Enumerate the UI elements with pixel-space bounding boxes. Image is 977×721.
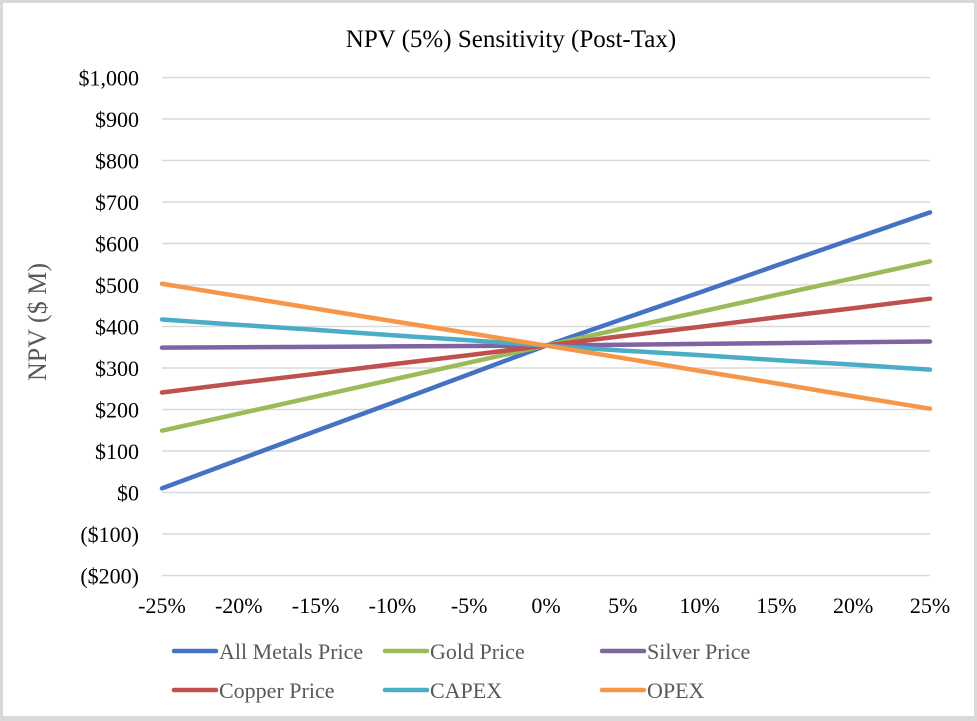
line-chart: NPV (5%) Sensitivity (Post-Tax) NPV ($ M… [23,26,950,703]
legend-item-all-metals-price: All Metals Price [171,639,363,664]
y-tick-label: $300 [95,356,139,381]
x-tick-label: 25% [910,593,950,618]
x-tick-label: 15% [756,593,796,618]
x-tick-label: -25% [138,593,186,618]
y-tick-label: $200 [95,398,139,423]
legend-label: OPEX [647,678,705,703]
legend-item-gold-price: Gold Price [382,639,525,664]
y-tick-label: ($200) [80,564,139,589]
series-lines [159,210,933,491]
legend-item-capex: CAPEX [382,678,502,703]
x-tick-label: -5% [451,593,488,618]
x-tick-label: 20% [833,593,873,618]
y-tick-label: $800 [95,149,139,174]
legend-item-copper-price: Copper Price [171,678,334,703]
y-tick-label: $100 [95,439,139,464]
legend: All Metals Price Gold Price Silver Price Co… [171,639,750,703]
y-tick-label: $900 [95,107,139,132]
y-tick-label: ($100) [80,522,139,547]
y-tick-label: $0 [117,481,139,506]
y-tick-label: $1,000 [79,66,140,91]
x-axis-tick-labels: -25% -20% -15% -10% -5% 0% 5% 10% 15% 20% 25% [138,593,950,618]
legend-item-silver-price: Silver Price [599,639,750,664]
y-tick-label: $600 [95,232,139,257]
gridlines [162,76,930,577]
y-axis-title: NPV ($ M) [23,263,52,381]
legend-label: Gold Price [430,639,525,664]
legend-item-opex: OPEX [599,678,705,703]
series-line-all-metals-price [159,210,933,491]
legend-label: Copper Price [219,678,334,703]
chart-area: NPV (5%) Sensitivity (Post-Tax) NPV ($ M… [3,3,974,716]
y-tick-label: $400 [95,315,139,340]
chart-title: NPV (5%) Sensitivity (Post-Tax) [346,26,676,53]
y-axis-tick-labels: $1,000 $900 $800 $700 $600 $500 $400 $300 $200 $1… [79,66,140,589]
x-tick-label: -20% [215,593,263,618]
y-tick-label: $500 [95,273,139,298]
legend-label: Silver Price [647,639,750,664]
y-tick-label: $700 [95,190,139,215]
x-tick-label: 0% [531,593,560,618]
x-tick-label: -10% [369,593,417,618]
series-line-opex [159,281,933,411]
legend-label: All Metals Price [219,639,363,664]
x-tick-label: 5% [608,593,637,618]
x-tick-label: -15% [292,593,340,618]
x-tick-label: 10% [679,593,719,618]
legend-label: CAPEX [430,678,502,703]
